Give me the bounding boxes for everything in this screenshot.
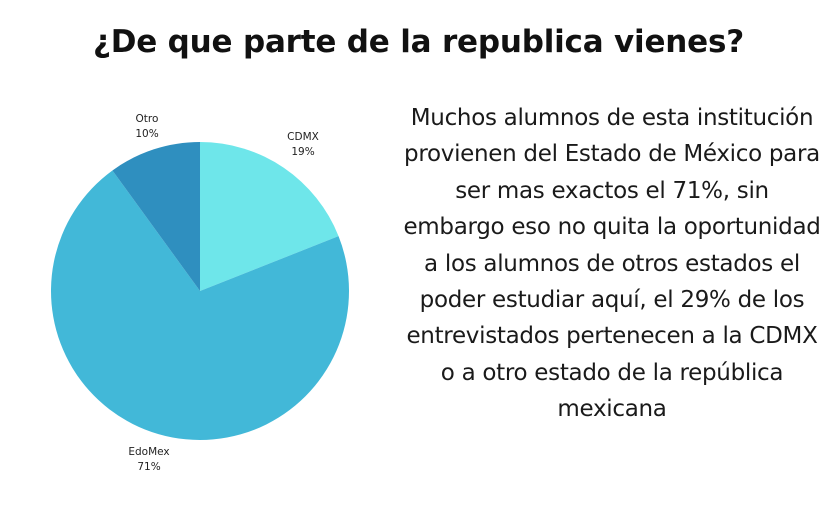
pie-slice-cdmx	[200, 141, 339, 291]
slice-label-cdmx: CDMX	[287, 131, 319, 143]
pie-slice-edomex	[51, 170, 350, 441]
pie-labels: CDMX 19% EdoMex 71% Otro 10%	[128, 113, 318, 473]
slice-label-otro: Otro	[136, 113, 159, 125]
pie-slice-otro	[112, 142, 200, 291]
chart-description: Muchos alumnos de esta institución provi…	[403, 105, 821, 423]
slice-value-edomex: 71%	[137, 461, 160, 473]
slice-value-otro: 10%	[135, 128, 158, 140]
pie-slices	[51, 141, 350, 441]
slice-value-cdmx: 19%	[291, 146, 314, 158]
chart-title: ¿De que parte de la republica vienes?	[92, 24, 745, 60]
slice-label-edomex: EdoMex	[128, 446, 169, 458]
